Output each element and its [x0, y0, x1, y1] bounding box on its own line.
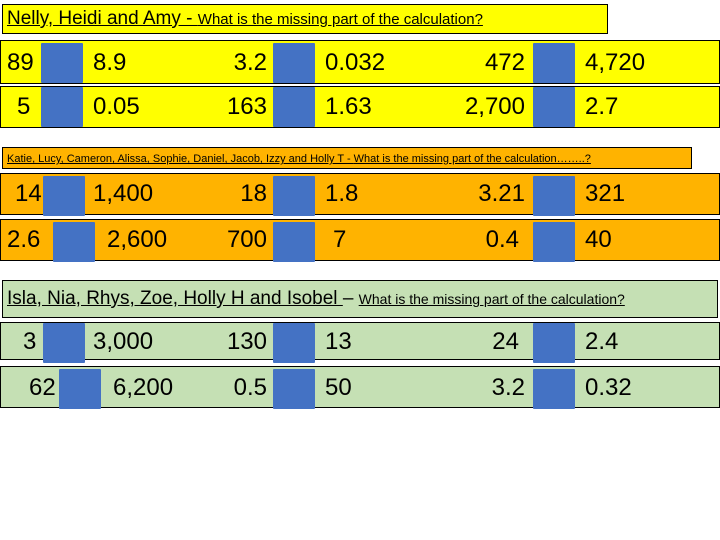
missing-operation-box[interactable] — [273, 222, 315, 262]
section1-row-2: 5 0.05 163 1.63 2,700 2.7 — [0, 86, 720, 128]
calc-result: 3,000 — [93, 328, 154, 355]
calc-result: 50 — [325, 374, 352, 401]
section2-question: What is the missing part of the calculat… — [353, 153, 591, 165]
calc-start: 3.21 — [478, 180, 525, 207]
section3-row-1: 3 3,000 130 13 24 2.4 — [0, 322, 720, 363]
missing-operation-box[interactable] — [41, 87, 83, 127]
calc-result: 0.05 — [93, 93, 140, 120]
calc-result: 7 — [333, 226, 347, 253]
missing-operation-box[interactable] — [273, 87, 315, 127]
section3-question: What is the missing part of the calculat… — [358, 291, 625, 307]
calc-result: 1,400 — [93, 180, 154, 207]
calc-start: 0.5 — [233, 374, 267, 401]
missing-operation-box[interactable] — [533, 87, 575, 127]
section3-names: Isla, Nia, Rhys, Zoe, Holly H and Isobel — [7, 288, 343, 309]
calc-result: 2,600 — [107, 226, 168, 253]
calc-result: 2.4 — [585, 328, 619, 355]
calc-start: 89 — [7, 49, 34, 76]
missing-operation-box[interactable] — [41, 43, 83, 83]
calc-start: 24 — [492, 328, 519, 355]
calc-result: 4,720 — [585, 49, 646, 76]
section1-banner: Nelly, Heidi and Amy - What is the missi… — [2, 4, 608, 34]
section2-row-1: 14 1,400 18 1.8 3.21 321 — [0, 173, 720, 216]
calc-start: 2.6 — [7, 226, 41, 253]
calc-result: 2.7 — [585, 93, 619, 120]
calc-start: 130 — [226, 328, 267, 355]
calc-start: 18 — [240, 180, 267, 207]
missing-operation-box[interactable] — [533, 323, 575, 363]
calc-result: 1.8 — [325, 180, 359, 207]
section2-row-2: 2.6 2,600 700 7 0.4 40 — [0, 219, 720, 262]
section1-question: What is the missing part of the calculat… — [197, 11, 483, 28]
calc-result: 1.63 — [325, 93, 372, 120]
missing-operation-box[interactable] — [533, 176, 575, 216]
calc-start: 3.2 — [491, 374, 525, 401]
calc-result: 321 — [585, 180, 626, 207]
calc-start: 62 — [29, 374, 56, 401]
calc-result: 0.32 — [585, 374, 632, 401]
section3-dash: – — [342, 288, 359, 309]
missing-operation-box[interactable] — [273, 43, 315, 83]
calc-start: 5 — [17, 93, 31, 120]
calc-start: 472 — [484, 49, 525, 76]
calc-start: 163 — [226, 93, 267, 120]
calc-result: 8.9 — [93, 49, 127, 76]
calc-result: 0.032 — [325, 49, 386, 76]
section2-names: Katie, Lucy, Cameron, Alissa, Sophie, Da… — [7, 153, 354, 165]
calc-start: 2,700 — [464, 93, 525, 120]
missing-operation-box[interactable] — [273, 176, 315, 216]
missing-operation-box[interactable] — [53, 222, 95, 262]
missing-operation-box[interactable] — [59, 369, 101, 409]
section1-row-1: 89 8.9 3.2 0.032 472 4,720 — [0, 40, 720, 84]
calc-start: 14 — [15, 180, 42, 207]
section1-names: Nelly, Heidi and Amy - — [7, 8, 198, 29]
calc-result: 6,200 — [113, 374, 174, 401]
calc-start: 700 — [226, 226, 267, 253]
calc-result: 40 — [585, 226, 612, 253]
missing-operation-box[interactable] — [273, 369, 315, 409]
section2-banner: Katie, Lucy, Cameron, Alissa, Sophie, Da… — [2, 147, 692, 169]
calc-result: 13 — [325, 328, 352, 355]
missing-operation-box[interactable] — [533, 222, 575, 262]
missing-operation-box[interactable] — [273, 323, 315, 363]
calc-start: 3.2 — [233, 49, 267, 76]
calc-start: 3 — [23, 328, 37, 355]
section3-banner: Isla, Nia, Rhys, Zoe, Holly H and Isobel… — [2, 280, 718, 318]
section3-row-2: 62 6,200 0.5 50 3.2 0.32 — [0, 366, 720, 409]
missing-operation-box[interactable] — [43, 176, 85, 216]
missing-operation-box[interactable] — [533, 43, 575, 83]
missing-operation-box[interactable] — [43, 323, 85, 363]
calc-start: 0.4 — [485, 226, 519, 253]
missing-operation-box[interactable] — [533, 369, 575, 409]
